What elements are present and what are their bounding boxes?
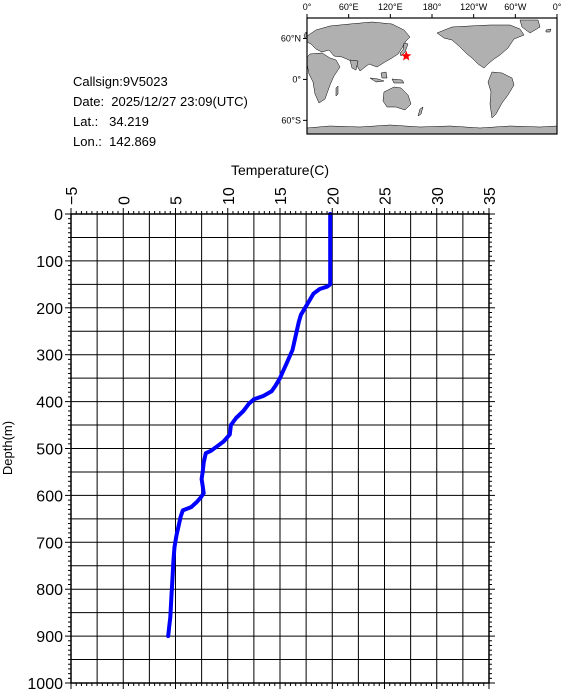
x-tick-label: 10 xyxy=(221,187,238,205)
y-tick-label: 300 xyxy=(36,348,63,365)
map-lon-label: 180° xyxy=(423,2,442,12)
map-ticks: 0° 60°E 120°E 180° 120°W 60°W 0° 60°N 0° 60°S xyxy=(281,2,562,125)
land-japan xyxy=(399,42,409,57)
x-axis-label: Temperature(C) xyxy=(231,162,329,178)
x-tick-labels: −5 0 5 10 15 20 25 30 35 xyxy=(64,187,499,205)
y-tick-label: 800 xyxy=(36,582,63,599)
y-tick-label: 600 xyxy=(36,488,63,505)
y-tick-label: 900 xyxy=(36,629,63,646)
y-tick-label: 700 xyxy=(36,535,63,552)
land-greenland xyxy=(519,19,541,34)
y-axis-label: Depth(m) xyxy=(0,421,15,475)
land-eurasia xyxy=(306,21,411,72)
x-tick-label: 30 xyxy=(430,187,447,205)
date-text: Date: 2025/12/27 23:09(UTC) xyxy=(73,94,248,109)
x-tick-label: 20 xyxy=(325,187,342,205)
land-new-guinea xyxy=(391,78,405,84)
land-africa xyxy=(306,52,341,104)
land-north-america xyxy=(436,24,525,69)
temperature-profile-line xyxy=(166,212,333,639)
x-tick-label: −5 xyxy=(64,187,81,205)
land-borneo xyxy=(380,71,388,79)
y-tick-label: 100 xyxy=(36,254,63,271)
longitude-text: Lon.: 142.869 xyxy=(73,134,157,149)
y-tick-label: 200 xyxy=(36,301,63,318)
station-marker xyxy=(401,50,412,61)
latitude-text: Lat.: 34.219 xyxy=(73,114,149,129)
land-madagascar xyxy=(335,85,339,97)
map-lon-label: 60°W xyxy=(504,2,527,12)
callsign-text: Callsign:9V5023 xyxy=(73,74,168,89)
map-lon-label: 0° xyxy=(553,2,562,12)
station-star-icon xyxy=(401,50,412,61)
land-india xyxy=(349,59,359,71)
land-new-zealand xyxy=(417,106,424,117)
x-tick-label: 0 xyxy=(116,196,133,205)
land-iceland xyxy=(545,28,552,33)
cast-info: Callsign:9V5023 Date: 2025/12/27 23:09(U… xyxy=(73,72,248,152)
map-lon-label: 120°W xyxy=(460,2,488,12)
land-antarctica xyxy=(306,124,558,135)
map-land xyxy=(303,19,558,135)
y-tick-label: 400 xyxy=(36,395,63,412)
y-tick-labels: 0 100 200 300 400 500 600 700 800 900 1000 xyxy=(27,207,63,690)
map-lat-label: 60°N xyxy=(281,33,301,43)
y-tick-label: 1000 xyxy=(27,676,63,690)
x-tick-label: 35 xyxy=(482,187,499,205)
x-tick-label: 5 xyxy=(169,196,186,205)
map-lat-label: 60°S xyxy=(281,115,301,125)
map-lat-label: 0° xyxy=(292,74,301,84)
map-lon-label: 60°E xyxy=(339,2,359,12)
land-australia xyxy=(382,86,412,111)
y-tick-label: 0 xyxy=(54,207,63,224)
map-lon-label: 120°E xyxy=(378,2,403,12)
map-lon-label: 0° xyxy=(303,2,312,12)
y-tick-label: 500 xyxy=(36,442,63,459)
x-tick-label: 25 xyxy=(378,187,395,205)
plot-frame xyxy=(70,213,490,684)
land-indonesia xyxy=(369,77,385,83)
grid-lines xyxy=(71,214,489,683)
x-tick-label: 15 xyxy=(273,187,290,205)
world-map: 0° 60°E 120°E 180° 120°W 60°W 0° 60°N 0° 60°S xyxy=(281,2,562,135)
land-south-america xyxy=(487,71,515,119)
temperature-depth-chart: −5 0 5 10 15 20 25 30 35 01002003004005006007008… xyxy=(0,162,499,690)
